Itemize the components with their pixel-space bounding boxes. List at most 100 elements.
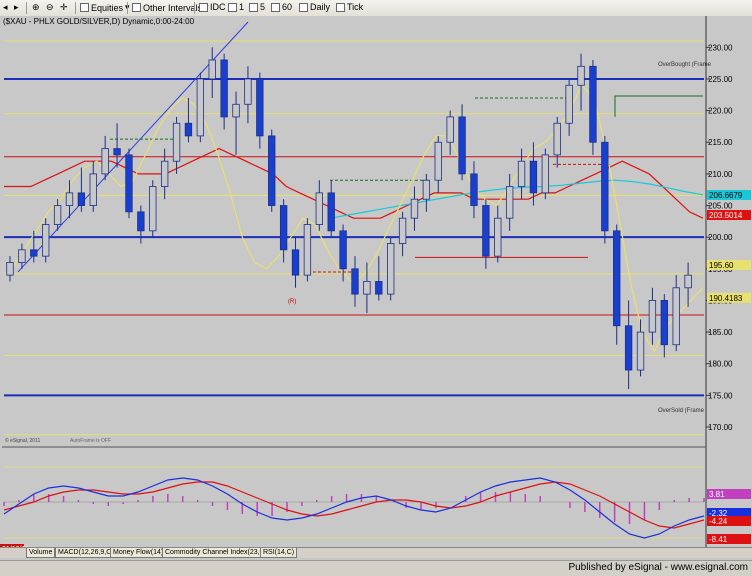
value-badge-label: 190.4183 [709, 294, 743, 303]
toolbar-separator [127, 2, 128, 14]
candle-body [351, 268, 359, 295]
price-chart[interactable]: 3.81 -2.32-4.24 -8.41 230.00 225.00 220.00 21… [0, 16, 752, 547]
candle-body [220, 59, 228, 118]
candle-body [505, 186, 514, 219]
value-badge [707, 189, 751, 200]
interval-label: IDC [210, 2, 226, 12]
zoom-in-icon[interactable]: ⊕ [32, 2, 40, 12]
candle-body [434, 141, 442, 181]
chart-title: ($XAU - PHLX GOLD/SILVER,D) Dynamic,0:00… [3, 17, 195, 26]
candle-body [398, 217, 407, 244]
candle-body [6, 262, 14, 276]
candle-body [291, 249, 300, 276]
interval-icon [199, 2, 208, 12]
candle-body [684, 274, 692, 289]
candle-body [565, 84, 573, 124]
candle-body [363, 281, 371, 295]
interval-label: Daily [310, 2, 331, 12]
candle-body [184, 122, 193, 137]
candle-body [172, 122, 181, 162]
status-bar: Published by eSignal - www.esignal.com [0, 560, 752, 576]
candle-body [160, 160, 169, 187]
candle-body [577, 65, 585, 86]
equities-menu[interactable]: Equities ▾ [80, 2, 130, 13]
candle-body [303, 224, 312, 276]
price-tick-label: 170.00 [708, 423, 733, 432]
tab-volume[interactable]: Volume [26, 548, 56, 558]
candle-body [648, 300, 657, 333]
interval-tick[interactable]: Tick [336, 2, 363, 12]
date-badge [0, 544, 24, 547]
candle-body [672, 287, 680, 346]
equities-label: Equities [91, 2, 124, 13]
candle-body [65, 192, 74, 206]
interval-idc[interactable]: IDC [199, 2, 226, 12]
candle-body [529, 160, 538, 194]
price-tick-label: 210.00 [708, 170, 733, 179]
candle-body [387, 243, 395, 295]
value-badge [707, 260, 751, 271]
tab-macd[interactable]: MACD(12,26,9,C) [55, 548, 117, 558]
interval-icon [336, 2, 345, 12]
candle-body [541, 154, 550, 194]
copyright-label: © eSignal, 2011 [5, 437, 41, 444]
candle-body [458, 116, 466, 175]
tab-money-flow[interactable]: Money Flow(14) [110, 548, 167, 558]
candle-body [53, 205, 62, 225]
chart-icon [80, 3, 89, 12]
oversold-label: OverSold (Frame [658, 408, 705, 414]
price-tick-label: 205.00 [708, 202, 733, 211]
candle-body [232, 103, 240, 118]
price-tick-label: 225.00 [708, 75, 733, 84]
candle-body [149, 186, 157, 232]
interval-daily[interactable]: Daily [299, 2, 330, 12]
date-badge-label: 01/19/11 [2, 546, 29, 547]
crosshair-icon[interactable]: ✛ [60, 2, 68, 12]
interval-label: 1 [239, 2, 245, 12]
candle-body [42, 224, 50, 257]
forward-icon[interactable]: ▸ [14, 2, 19, 12]
interval-label: 5 [260, 2, 266, 12]
autoframe-note: AutoFrame is OFF [70, 438, 111, 444]
macd-badge [707, 534, 751, 544]
candle-body [315, 192, 323, 225]
candle-body [601, 141, 609, 232]
tab-cci[interactable]: Commodity Channel Index(23,C) [162, 548, 270, 558]
price-axis [706, 16, 752, 547]
chart-window: 3.81 -2.32 -4.24 -8.41 230.00 225.00 220.00 21… [0, 16, 752, 560]
candle-body [113, 148, 121, 156]
macd-badge [707, 508, 751, 518]
toolbar-separator [194, 2, 195, 14]
price-tick-label: 215.00 [708, 138, 733, 147]
price-tick-label: 180.00 [708, 360, 733, 369]
candle-body [125, 154, 133, 213]
candle-body [410, 198, 419, 219]
interval-60[interactable]: 60 [271, 2, 292, 12]
interval-1[interactable]: 1 [228, 2, 244, 12]
macd-badge-label: 3.81 [709, 490, 725, 499]
ma-red-line [4, 147, 704, 219]
zoom-out-icon[interactable]: ⊖ [46, 2, 54, 12]
candle-body [422, 179, 431, 200]
back-icon[interactable]: ◂ [3, 2, 8, 12]
price-tick-label: 230.00 [708, 43, 733, 52]
tab-rsi[interactable]: RSI(14,C) [260, 548, 298, 558]
interval-5[interactable]: 5 [249, 2, 265, 12]
candle-body [208, 59, 216, 80]
macd-badge-label: -4.24 [709, 517, 728, 526]
candle-body [613, 230, 621, 327]
candle-body [256, 78, 264, 137]
candle-body [517, 160, 526, 187]
resistance-line [614, 95, 703, 117]
published-by: Published by eSignal - www.esignal.com [568, 562, 748, 573]
toolbar-separator [26, 2, 27, 14]
candle-body [18, 249, 26, 263]
candle-body [636, 331, 645, 371]
other-intervals-menu[interactable]: Other Intervals ▾ [132, 2, 209, 13]
interval-icon [249, 2, 258, 12]
candle-body [339, 230, 347, 270]
value-badge [707, 292, 751, 303]
value-badge-label: 195.60 [709, 261, 734, 270]
candle-body [482, 205, 490, 257]
candle-body [470, 173, 478, 206]
